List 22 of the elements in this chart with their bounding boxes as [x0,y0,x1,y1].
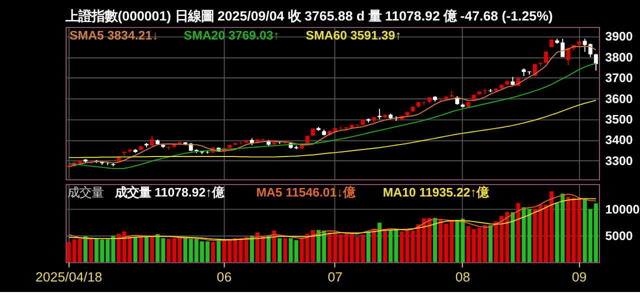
y-tick-label: 3900 [605,30,633,44]
x-tick-label: 08 [455,270,470,285]
y-tick-label: 3800 [605,50,633,64]
y-tick-label: 3300 [605,154,633,168]
series-label: MA10 11935.22↑億 [382,185,490,200]
x-tick-label: 2025/04/18 [35,270,102,285]
chart-title: 上證指數(000001) 日線圖 2025/09/04 收 3765.88 d 量 11078.92 億 -47.68 (-1.25%) [64,8,553,24]
x-tick-label: 09 [572,270,587,285]
chart-title: 成交量 [68,185,104,200]
x-tick-label: 07 [328,270,343,285]
text: SMA5 3834.21↓ [70,28,158,42]
text: MA5 11546.01↓億 [256,185,356,200]
y-tick-label: 3600 [605,92,633,106]
y-tick-label: 10000 [605,202,640,216]
y-tick-label: 3500 [605,112,633,126]
text: SMA60 3591.39↑ [306,28,402,42]
y-tick-label: 3700 [605,71,633,86]
text: SMA20 3769.03↑ [184,28,280,42]
x-tick-label: 06 [216,270,232,285]
y-tick-label: 3400 [605,133,633,148]
text: 成交量 11078.92↑億 [114,185,225,200]
y-tick-label: 5000 [605,228,633,243]
